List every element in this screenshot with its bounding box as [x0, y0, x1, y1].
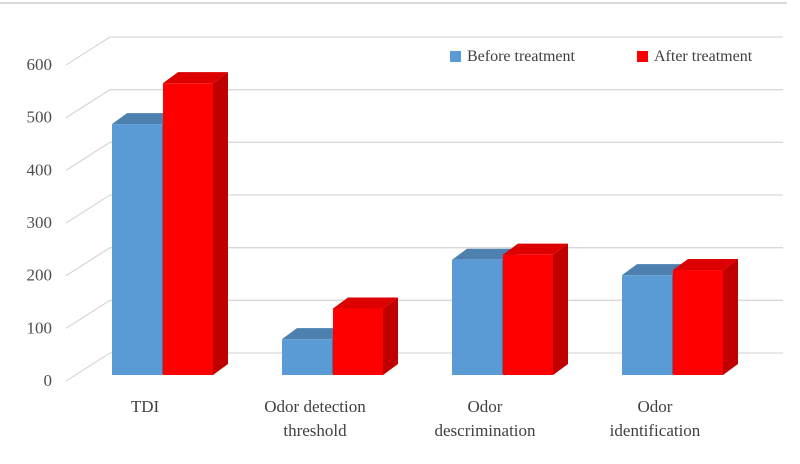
bar-after-cat1-side [383, 297, 398, 375]
bar-after-cat2 [503, 254, 553, 375]
bar-before-cat1 [282, 339, 332, 375]
legend-swatch-before-icon [450, 51, 461, 62]
category-label-cat1: threshold [283, 421, 347, 440]
category-label-cat2: Odor [468, 397, 503, 416]
gridline-diagonal [65, 247, 111, 277]
bar-before-cat2 [452, 259, 502, 375]
gridline-diagonal [65, 89, 111, 119]
y-tick-label: 300 [27, 213, 53, 232]
bar-after-cat3 [673, 270, 723, 375]
bar-before-cat2-top [452, 248, 517, 260]
bar-before-cat0 [112, 124, 162, 376]
legend-label-before: Before treatment [467, 48, 575, 65]
gridline-diagonal [65, 194, 111, 224]
bar-after-cat0 [163, 83, 213, 375]
bar-before-cat0-top [112, 113, 177, 125]
legend-label-after: After treatment [654, 48, 753, 65]
bar-after-cat3-top [673, 259, 738, 271]
bar-before-cat3-top [622, 264, 687, 276]
bar-after-cat2-top [503, 243, 568, 255]
bar-after-cat1 [333, 308, 383, 375]
y-tick-label: 100 [27, 318, 53, 337]
gridline-diagonal [65, 352, 111, 382]
bar-after-cat0-top [163, 72, 228, 84]
gridline-diagonal [65, 299, 111, 329]
bar-after-cat1-top [333, 297, 398, 309]
bar-before-cat1-top [282, 328, 347, 340]
chart-top-border [0, 2, 787, 4]
y-tick-label: 0 [44, 371, 53, 390]
gridline-diagonal [65, 141, 111, 171]
y-tick-label: 200 [27, 266, 53, 285]
bar-after-cat2-side [553, 243, 568, 375]
gridline-diagonal [65, 36, 111, 66]
bar-after-cat0-side [213, 72, 228, 375]
legend-item-before-treatment: Before treatment [450, 48, 575, 65]
legend-item-after-treatment: After treatment [637, 48, 753, 65]
category-label-cat0: TDI [131, 397, 160, 416]
y-tick-label: 500 [27, 108, 53, 127]
category-label-cat2: descrimination [434, 421, 536, 440]
legend-swatch-after-icon [637, 51, 648, 62]
category-label-cat3: identification [610, 421, 701, 440]
y-tick-label: 400 [27, 160, 53, 179]
bar-after-cat3-side [723, 259, 738, 375]
y-tick-label: 600 [27, 55, 53, 74]
bar-before-cat3 [622, 275, 672, 375]
category-label-cat3: Odor [638, 397, 673, 416]
category-label-cat1: Odor detection [264, 397, 366, 416]
